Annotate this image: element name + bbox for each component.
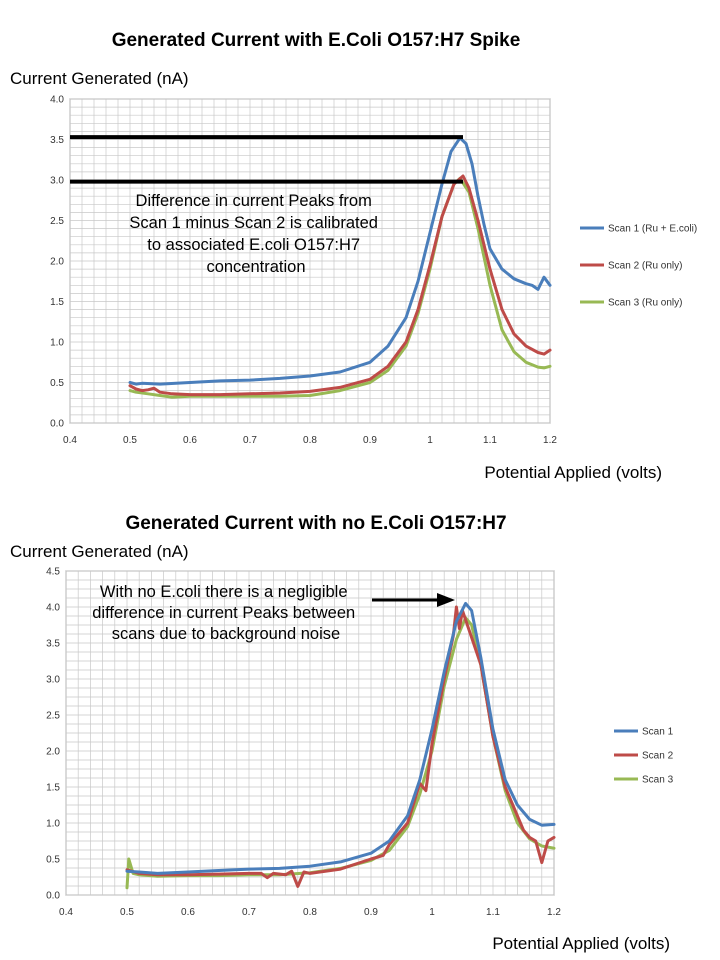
x-tick-label: 0.7 [242, 907, 256, 918]
legend: Scan 1 (Ru + E.coli) Scan 2 (Ru only) Scan… [580, 224, 697, 309]
series-line [128, 176, 552, 399]
y-tick-label: 0.5 [50, 378, 64, 389]
x-tick-label: 1.2 [543, 435, 557, 446]
x-axis-label: Potential Applied (volts) [492, 934, 670, 953]
y-tick-label: 4.0 [50, 95, 64, 106]
annotation-line: Difference in current Peaks from [136, 192, 372, 210]
x-tick-label: 1.1 [483, 435, 497, 446]
chart-title: Generated Current with E.Coli O157:H7 Sp… [112, 30, 521, 51]
x-tick-label: 0.6 [183, 435, 197, 446]
y-tick-label: 2.5 [46, 711, 60, 722]
x-tick-label: 0.5 [120, 907, 134, 918]
y-tick-label: 3.0 [46, 675, 60, 686]
x-tick-label: 1 [429, 907, 435, 918]
annotation: Difference in current Peaks from Scan 1 … [129, 192, 382, 276]
x-tick-label: 0.9 [364, 907, 378, 918]
chart-e-coli-spike: Generated Current with E.Coli O157:H7 Sp… [10, 30, 697, 482]
x-tick-label: 1.1 [486, 907, 500, 918]
legend-entry: Scan 3 (Ru only) [608, 298, 682, 309]
legend-entry: Scan 1 [642, 727, 674, 738]
series-line [128, 136, 552, 386]
series-group [125, 601, 556, 890]
x-ticks: 0.4 0.5 0.6 0.7 0.8 0.9 1 1.1 1.2 [63, 435, 557, 446]
legend-entry: Scan 2 (Ru only) [608, 261, 682, 272]
annotation-line: With no E.coli there is a negligible [100, 583, 348, 601]
annotation-line: concentration [206, 258, 305, 276]
x-tick-label: 0.7 [243, 435, 257, 446]
series-line [125, 616, 556, 890]
x-ticks: 0.4 0.5 0.6 0.7 0.8 0.9 1 1.1 1.2 [59, 907, 561, 918]
series-line [128, 174, 552, 397]
y-tick-label: 2.5 [50, 216, 64, 227]
legend-entry: Scan 1 (Ru + E.coli) [608, 224, 697, 235]
x-axis-label: Potential Applied (volts) [484, 463, 662, 482]
x-tick-label: 0.5 [123, 435, 137, 446]
annotation-line: scans due to background noise [112, 625, 340, 643]
y-tick-label: 2.0 [50, 257, 64, 268]
series-group [128, 136, 552, 399]
x-tick-label: 0.4 [59, 907, 73, 918]
legend: Scan 1 Scan 2 Scan 3 [614, 727, 674, 786]
x-tick-label: 1.2 [547, 907, 561, 918]
y-tick-label: 4.0 [46, 603, 60, 614]
annotation: With no E.coli there is a negligible dif… [92, 583, 360, 643]
y-tick-label: 1.0 [46, 819, 60, 830]
annotation-line: to associated E.coli O157:H7 [147, 236, 360, 254]
annotation-line: difference in current Peaks between [92, 604, 355, 622]
x-tick-label: 0.4 [63, 435, 77, 446]
y-tick-label: 1.5 [46, 783, 60, 794]
x-tick-label: 0.6 [181, 907, 195, 918]
y-tick-label: 3.5 [50, 135, 64, 146]
series-line [125, 601, 556, 875]
y-tick-label: 3.5 [46, 639, 60, 650]
x-tick-label: 0.8 [303, 907, 317, 918]
y-tick-label: 1.0 [50, 338, 64, 349]
legend-entry: Scan 2 [642, 751, 674, 762]
grid [69, 98, 551, 424]
y-tick-label: 0.0 [50, 419, 64, 430]
reference-lines [70, 135, 463, 184]
chart-title: Generated Current with no E.Coli O157:H7 [125, 513, 506, 534]
y-tick-label: 1.5 [50, 297, 64, 308]
arrow-head [437, 593, 455, 607]
annotation-line: Scan 1 minus Scan 2 is calibrated [129, 214, 378, 232]
x-tick-label: 0.9 [363, 435, 377, 446]
y-tick-label: 0.0 [46, 891, 60, 902]
y-ticks: 0.0 0.5 1.0 1.5 2.0 2.5 3.0 3.5 4.0 [50, 95, 64, 430]
y-axis-label: Current Generated (nA) [10, 542, 189, 561]
series-line [125, 605, 556, 888]
y-axis-label: Current Generated (nA) [10, 69, 189, 88]
y-tick-label: 2.0 [46, 747, 60, 758]
annotation-arrow [372, 593, 455, 607]
y-tick-label: 3.0 [50, 176, 64, 187]
y-ticks: 0.0 0.5 1.0 1.5 2.0 2.5 3.0 3.5 4.0 4.5 [46, 567, 60, 902]
y-tick-label: 4.5 [46, 567, 60, 578]
chart-no-e-coli: Generated Current with no E.Coli O157:H7… [10, 513, 674, 953]
x-tick-label: 0.8 [303, 435, 317, 446]
y-tick-label: 0.5 [46, 855, 60, 866]
x-tick-label: 1 [427, 435, 433, 446]
legend-entry: Scan 3 [642, 775, 674, 786]
